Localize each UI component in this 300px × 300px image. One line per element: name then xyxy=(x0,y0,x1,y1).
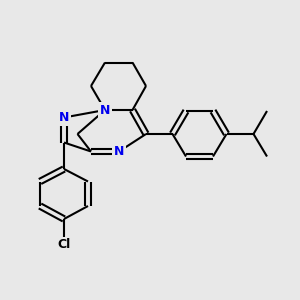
Text: N: N xyxy=(114,145,124,158)
Text: N: N xyxy=(100,103,110,116)
Text: N: N xyxy=(59,111,69,124)
Text: Cl: Cl xyxy=(57,238,70,251)
